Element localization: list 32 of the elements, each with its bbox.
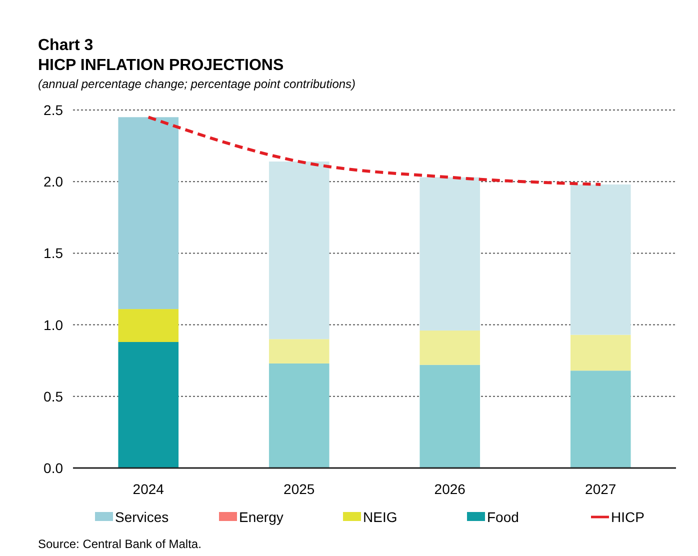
legend-label: HICP [611,509,644,525]
bar [420,177,480,331]
chart-subtitle: HICP INFLATION PROJECTIONS [38,57,284,74]
legend-label: Services [115,509,169,525]
legend-label: Energy [239,509,284,525]
legend-label: Food [487,509,519,525]
bar [268,363,330,468]
bar [570,184,631,335]
x-tick-label: 2027 [585,481,616,497]
x-tick-label: 2024 [132,481,164,497]
source-note: Source: Central Bank of Malta. [38,537,202,551]
y-tick-label: 0.5 [44,388,64,404]
bar [118,117,179,310]
bar [118,342,179,468]
chart-title: Chart 3 [38,37,94,54]
x-tick-label: 2025 [284,481,315,497]
bar [570,334,631,371]
y-tick-label: 1.0 [44,316,64,333]
bar [268,339,330,364]
legend-label: NEIG [363,509,398,525]
y-tick-label: 2.5 [44,102,64,118]
bar [420,364,480,468]
y-tick-label: 0.0 [44,460,64,476]
y-tick-label: 1.5 [44,245,64,262]
bar [570,370,631,468]
y-tick-label: 2.0 [44,174,64,190]
bar [268,162,330,340]
y-axis-title: (annual percentage change; percentage point contributions) [38,77,356,91]
bar [420,330,480,365]
x-tick-label: 2026 [434,481,466,497]
line-series [146,116,602,186]
bar [118,309,179,342]
